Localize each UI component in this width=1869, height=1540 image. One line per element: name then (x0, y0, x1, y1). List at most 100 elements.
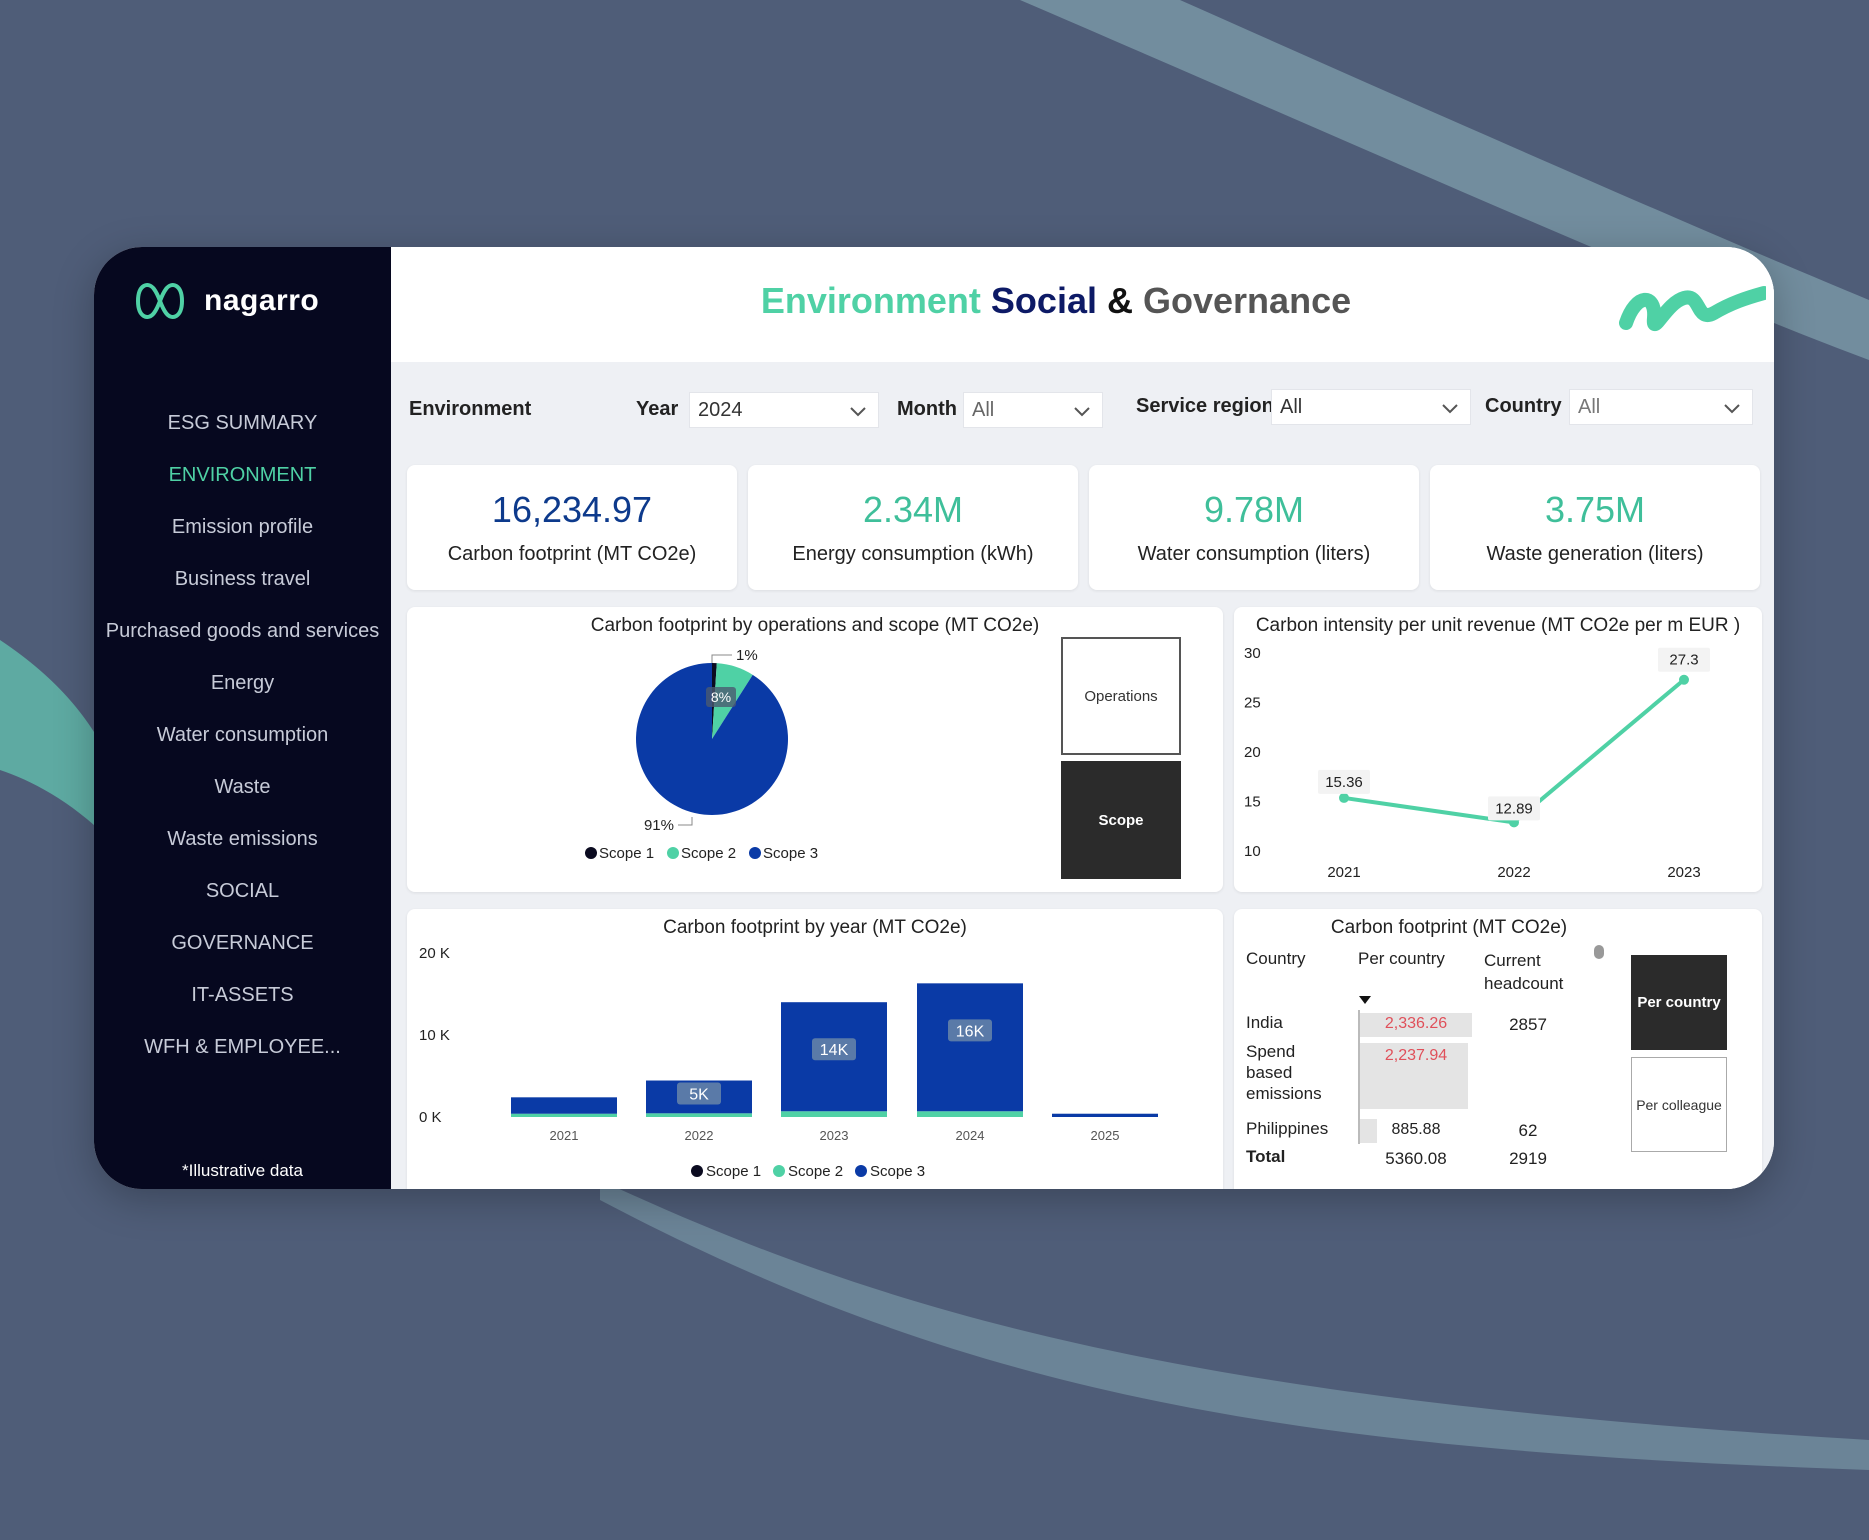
table-row-bar (1360, 1043, 1468, 1109)
table-row-country: India (1246, 1013, 1283, 1032)
pie-label-box (706, 687, 736, 707)
bar-chart: 0 K 10 K 20 K 2021 5K 2022 14K 2023 16K 2024 2025 S… (419, 945, 1158, 1180)
per-country-button[interactable]: Per country (1631, 955, 1727, 1050)
y-tick-label: 10 (1244, 843, 1261, 860)
month-dropdown[interactable]: All (963, 392, 1103, 428)
month-label: Month (897, 398, 957, 420)
legend-label: Scope 3 (870, 1163, 925, 1180)
kpi-label: Waste generation (liters) (1486, 543, 1704, 565)
bar-scope-3[interactable] (917, 983, 1023, 1112)
x-tick-label: 2023 (820, 1128, 849, 1143)
title-governance: Governance (1143, 280, 1352, 321)
sidebar-item-purchased-goods-and-services[interactable]: Purchased goods and services (105, 620, 380, 642)
scope-toggle-button[interactable]: Scope (1061, 761, 1181, 879)
line-point[interactable] (1339, 792, 1349, 803)
kpi-value: 3.75M (1544, 489, 1646, 530)
main-content: Environment Social & Governance Environm… (391, 247, 1774, 1189)
table-row-bar (1360, 1119, 1377, 1143)
service-region-label: Service region (1136, 395, 1274, 417)
pie-slice-scope-3[interactable] (636, 663, 788, 815)
data-label: 5K (689, 1087, 709, 1104)
title-social: Social (990, 280, 1097, 321)
scrollbar-thumb[interactable] (1594, 945, 1604, 959)
y-tick-label: 0 K (419, 1109, 442, 1126)
legend-label: Scope 1 (599, 845, 654, 862)
x-tick-label: 2024 (956, 1128, 985, 1143)
kpi-label: Water consumption (liters) (1137, 543, 1371, 565)
line-chart-title: Carbon intensity per unit revenue (MT CO… (1255, 615, 1741, 636)
chevron-down-icon (1442, 404, 1458, 414)
column-header-per-country[interactable]: Per country (1358, 949, 1445, 968)
sidebar-item-it-assets[interactable]: IT-ASSETS (191, 984, 294, 1006)
bar-scope-2[interactable] (511, 1113, 617, 1117)
pie-label-scope-1: 1% (736, 647, 758, 664)
illustrative-note: *Illustrative data (182, 1161, 303, 1180)
bar-chart-title: Carbon footprint by year (MT CO2e) (663, 917, 967, 938)
line-point[interactable] (1679, 674, 1689, 685)
pie-chart: 1% 8% 91% Scope 1 Scope 2 Scope 3 (585, 647, 818, 862)
kpi-water-consumption: 9.78M Water consumption (liters) (1089, 465, 1419, 590)
table-row-bar (1360, 1013, 1472, 1037)
bar-chart-card: Carbon footprint by year (MT CO2e) 0 K 10… (407, 909, 1223, 1189)
service-region-dropdown[interactable]: All (1271, 389, 1471, 425)
kpi-label: Carbon footprint (MT CO2e) (447, 543, 697, 565)
header: Environment Social & Governance (391, 247, 1774, 362)
year-label: Year (636, 398, 679, 420)
sidebar-item-energy[interactable]: Energy (210, 672, 275, 694)
title-environment: Environment (760, 280, 981, 321)
operations-toggle-button[interactable]: Operations (1061, 637, 1181, 755)
y-tick-label: 10 K (419, 1027, 450, 1044)
bar-scope-2[interactable] (781, 1111, 887, 1117)
service-region-value: All (1280, 396, 1303, 418)
sidebar-item-environment[interactable]: ENVIRONMENT (168, 464, 317, 486)
chevron-down-icon (1074, 407, 1090, 417)
legend-dot (585, 847, 597, 859)
bar-axis (1358, 1010, 1360, 1144)
sidebar-nav: ESG SUMMARY ENVIRONMENT Emission profile Bu… (94, 397, 391, 1073)
sidebar-item-business-travel[interactable]: Business travel (174, 568, 311, 590)
sidebar-item-water-consumption[interactable]: Water consumption (156, 724, 329, 746)
sidebar-item-waste[interactable]: Waste (214, 776, 271, 798)
x-tick-label: 2021 (1327, 864, 1360, 881)
logo-text: nagarro (204, 284, 320, 317)
bar-scope-2[interactable] (917, 1111, 1023, 1117)
data-label-box (1658, 647, 1710, 672)
x-tick-label: 2021 (550, 1128, 579, 1143)
x-tick-label: 2023 (1667, 864, 1700, 881)
sidebar-item-waste-emissions[interactable]: Waste emissions (167, 828, 318, 850)
table-title: Carbon footprint (MT CO2e) (1330, 917, 1568, 938)
pie-chart-card: Carbon footprint by operations and scope… (407, 607, 1223, 892)
bar-scope-3[interactable] (1052, 1113, 1158, 1117)
legend-label: Scope 1 (706, 1163, 761, 1180)
x-tick-label: 2025 (1091, 1128, 1120, 1143)
y-tick-label: 15 (1244, 794, 1261, 811)
kpi-value: 16,234.97 (491, 489, 653, 530)
sidebar-item-wfh-employee[interactable]: WFH & EMPLOYEE... (144, 1036, 341, 1058)
kpi-label: Energy consumption (kWh) (792, 543, 1034, 565)
table-row-value: 2,237.94 (1384, 1047, 1448, 1064)
bar-scope-2[interactable] (646, 1113, 752, 1117)
x-tick-label: 2022 (685, 1128, 714, 1143)
y-tick-label: 30 (1244, 645, 1261, 662)
dashboard-window: nagarro ESG SUMMARY ENVIRONMENT Emission p… (94, 247, 1774, 1189)
sidebar-item-social[interactable]: SOCIAL (205, 880, 280, 902)
legend-dot (749, 847, 761, 859)
country-dropdown[interactable]: All (1569, 389, 1753, 425)
sidebar-item-emission-profile[interactable]: Emission profile (171, 516, 314, 538)
pie-label-scope-3: 91% (644, 817, 674, 834)
year-dropdown[interactable]: 2024 (689, 392, 879, 428)
y-tick-label: 25 (1244, 695, 1261, 712)
table-row-country: Philippines (1246, 1119, 1329, 1138)
data-label-box (677, 1082, 721, 1105)
sidebar-item-governance[interactable]: GOVERNANCE (171, 932, 314, 954)
sort-desc-icon[interactable] (1358, 995, 1372, 1005)
nagarro-logo-icon (135, 283, 185, 319)
pie-chart-title: Carbon footprint by operations and scope… (590, 615, 1040, 636)
section-label: Environment (409, 398, 532, 420)
sidebar-item-esg-summary[interactable]: ESG SUMMARY (167, 412, 318, 434)
bar-scope-3[interactable] (511, 1097, 617, 1114)
title-amp: & (1107, 280, 1133, 321)
per-colleague-button[interactable]: Per colleague (1631, 1057, 1727, 1152)
data-label-box (1488, 796, 1540, 821)
country-label: Country (1485, 395, 1562, 417)
